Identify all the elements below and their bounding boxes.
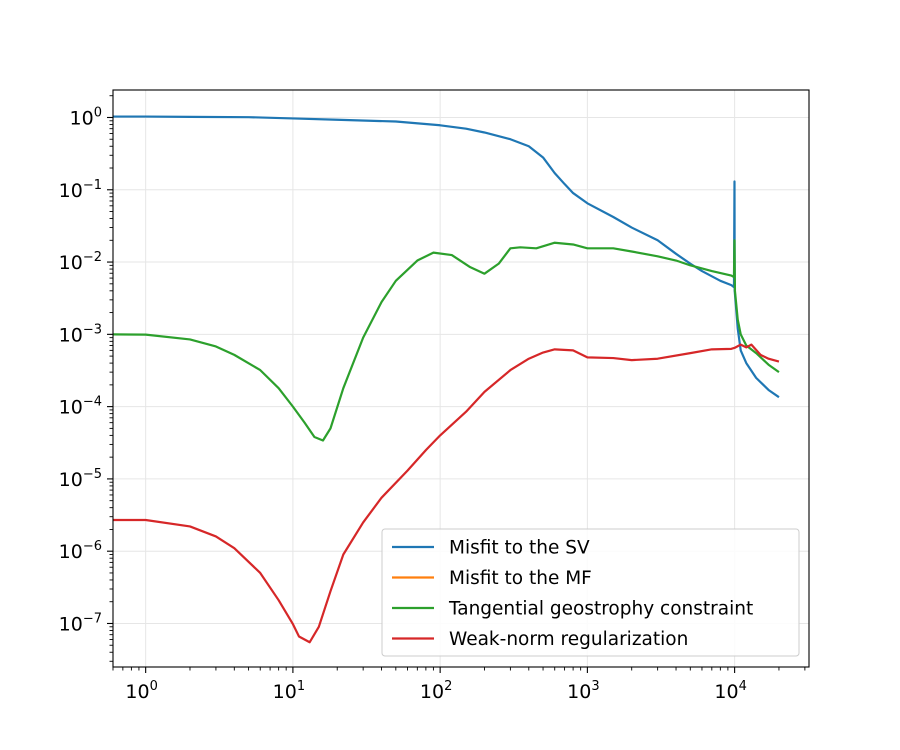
y-tick-label: 100 (70, 105, 102, 129)
y-tick-label: 10−2 (59, 250, 102, 274)
plot-frame (112, 89, 810, 668)
x-tick-label: 101 (273, 679, 305, 703)
y-tick-label: 10−7 (59, 611, 102, 635)
axes: 100 101 102 103 104 100 10−1 10−2 10−3 10−4 10−5 10… (59, 95, 806, 703)
x-tick-label: 104 (714, 679, 746, 703)
x-tick-label: 103 (567, 679, 599, 703)
y-tick-label: 10−4 (59, 395, 102, 419)
legend-label: Tangential geostrophy constraint (448, 599, 753, 620)
series-line-3 (113, 239, 780, 442)
x-tick-label: 102 (420, 679, 452, 703)
grid-lines (113, 90, 809, 667)
x-tick-label: 100 (125, 679, 157, 703)
legend-box (381, 528, 800, 657)
series-line-4 (113, 343, 780, 644)
legend-label: Misfit to the MF (449, 568, 592, 589)
y-tick-label: 10−6 (59, 539, 102, 563)
legend: Misfit to the SV Misfit to the MF Tangenti… (381, 528, 800, 657)
plot-series (113, 115, 780, 644)
y-tick-label: 10−1 (59, 178, 102, 202)
y-tick-label: 10−5 (59, 467, 102, 491)
legend-label: Weak-norm regularization (449, 629, 688, 650)
y-tick-label: 10−3 (59, 322, 102, 346)
legend-label: Misfit to the SV (449, 538, 590, 559)
